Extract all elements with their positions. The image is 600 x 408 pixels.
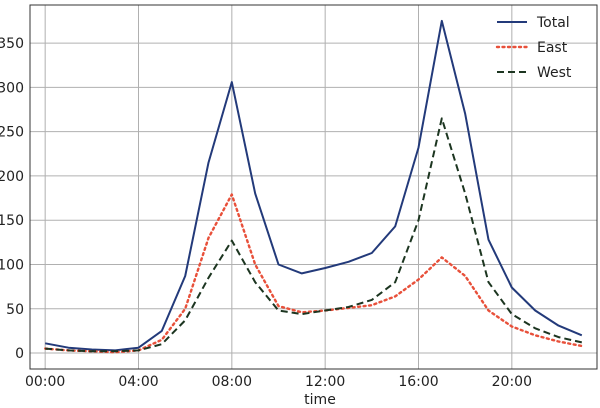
- y-tick-label: 300: [0, 80, 24, 96]
- series-lines: [44, 19, 583, 354]
- y-tick-label: 50: [6, 302, 24, 318]
- x-tick-label: 08:00: [212, 374, 252, 390]
- y-tick-label: 350: [0, 36, 24, 52]
- x-tick-label: 04:00: [118, 374, 158, 390]
- x-axis-label: time: [304, 392, 336, 408]
- x-axis-ticks: 00:00 04:00 08:00 12:00 16:00 20:00: [25, 374, 532, 390]
- y-tick-label: 150: [0, 213, 24, 229]
- y-tick-label: 250: [0, 125, 24, 141]
- x-tick-label: 16:00: [398, 374, 438, 390]
- x-tick-label: 20:00: [492, 374, 532, 390]
- x-tick-label: 00:00: [25, 374, 65, 390]
- x-tick-label: 12:00: [305, 374, 345, 390]
- plot-frame: [29, 4, 598, 370]
- legend-label-east: East: [537, 40, 568, 56]
- y-axis-ticks: 0 50 100 150 200 250 300 350: [0, 36, 24, 362]
- legend-label-total: Total: [536, 15, 570, 31]
- legend-label-west: West: [537, 65, 572, 81]
- legend: Total East West: [495, 15, 572, 81]
- y-tick-label: 200: [0, 169, 24, 185]
- series-line-total: [45, 19, 583, 352]
- y-tick-label: 100: [0, 257, 24, 273]
- y-tick-label: 0: [15, 346, 24, 362]
- series-line-west: [45, 117, 583, 353]
- grid: [30, 5, 597, 369]
